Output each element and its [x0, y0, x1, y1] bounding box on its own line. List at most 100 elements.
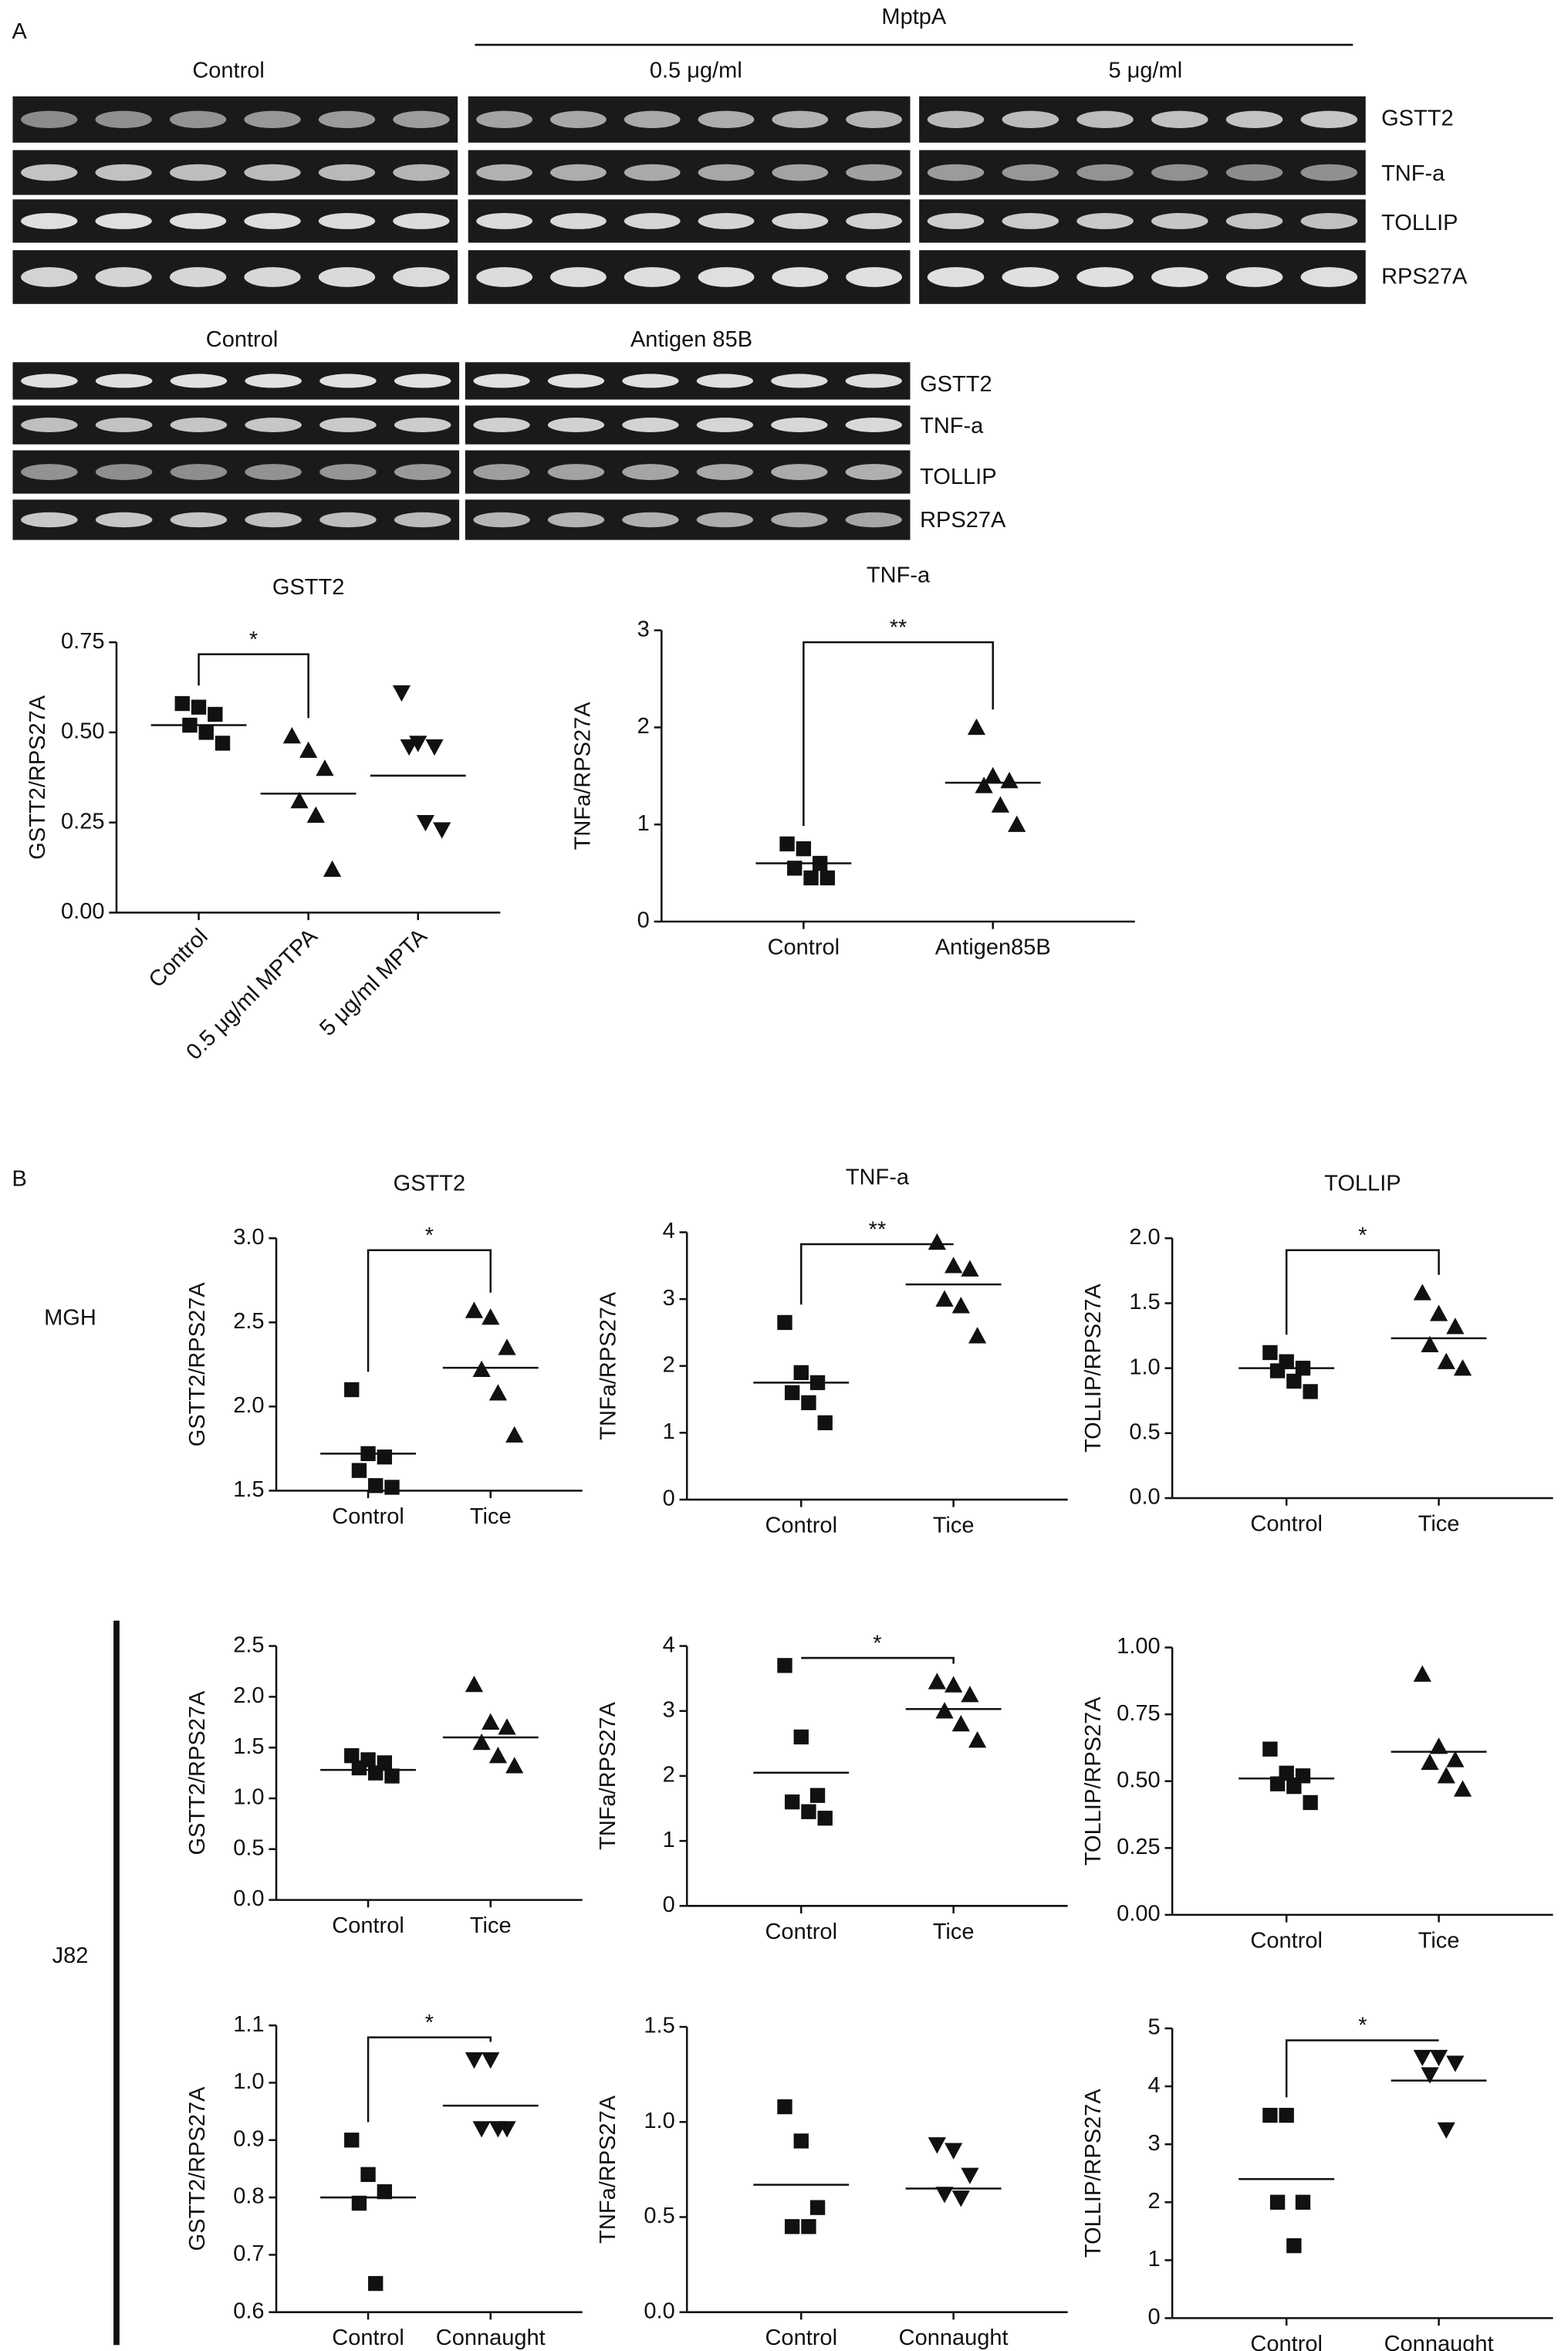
y-tick-label: 0: [1148, 2305, 1161, 2329]
y-tick-label: 2: [637, 714, 650, 739]
y-tick-label: 0.7: [233, 2241, 264, 2266]
x-tick-label: Tice: [1418, 1928, 1460, 1953]
gel-header: Antigen 85B: [630, 327, 752, 352]
data-point: [1421, 2067, 1439, 2084]
data-point: [935, 2187, 954, 2204]
gene-label: GSTT2: [1381, 106, 1454, 130]
gel-band: [318, 212, 376, 229]
gel-band: [95, 164, 152, 181]
y-tick-label: 0.50: [1117, 1767, 1160, 1792]
data-point: [368, 1478, 384, 1493]
gel-band: [170, 374, 228, 388]
significance-label: *: [249, 627, 258, 652]
gel-band: [698, 267, 755, 287]
y-axis-label: TOLLIP/RPS27A: [1081, 1696, 1106, 1866]
y-tick-label: 2: [663, 1352, 675, 1377]
gel-band: [170, 512, 228, 528]
data-point: [945, 1676, 963, 1693]
y-tick-label: 2: [1148, 2189, 1161, 2214]
data-point: [1429, 1737, 1448, 1754]
y-tick-label: 0.00: [1117, 1902, 1160, 1926]
data-point: [779, 836, 795, 852]
data-point: [968, 1327, 987, 1344]
x-tick-label: Control: [144, 924, 213, 993]
significance-label: *: [425, 1223, 434, 1248]
data-point: [1008, 815, 1026, 832]
x-tick-label: Control: [332, 1504, 404, 1529]
data-point: [351, 2195, 367, 2211]
y-axis-label: GSTT2/RPS27A: [25, 695, 50, 860]
significance-bracket: [801, 1656, 955, 1664]
gel-band: [1151, 212, 1208, 229]
gel-band: [846, 110, 902, 128]
y-tick-label: 3.0: [233, 1225, 264, 1250]
y-tick-label: 0.9: [233, 2126, 264, 2151]
gel-panel: [11, 448, 461, 496]
data-point: [961, 1686, 979, 1703]
data-point: [306, 806, 325, 823]
gel-band: [245, 418, 302, 432]
gel-band: [1300, 267, 1358, 287]
y-tick-label: 1: [663, 1419, 675, 1444]
y-tick-label: 1.5: [233, 1734, 264, 1759]
data-point: [1286, 2238, 1302, 2254]
gel-panel: [11, 360, 461, 401]
y-tick-label: 0.75: [61, 629, 104, 654]
gel-panel: [463, 498, 912, 542]
data-point: [1279, 2107, 1294, 2123]
data-point: [803, 870, 819, 886]
gel-band: [1076, 164, 1134, 181]
significance-bracket: [1285, 2039, 1439, 2098]
significance-bracket: [198, 653, 309, 719]
gel-band: [393, 110, 450, 128]
gel-band: [473, 418, 530, 432]
gel-band: [547, 512, 605, 528]
gel-band: [95, 212, 152, 229]
y-axis-label: TOLLIP/RPS27A: [1081, 1284, 1106, 1453]
y-tick-label: 1.0: [1129, 1355, 1160, 1379]
gel-band: [1151, 267, 1208, 287]
data-point: [1421, 1753, 1439, 1771]
gel-band: [1002, 267, 1059, 287]
y-tick-label: 4: [1148, 2073, 1161, 2098]
data-point: [777, 1658, 792, 1673]
gel-band: [696, 464, 754, 480]
data-point: [392, 685, 411, 702]
data-point: [384, 1768, 400, 1784]
data-point: [498, 1338, 516, 1355]
y-axis-label: GSTT2/RPS27A: [185, 2086, 210, 2251]
data-point: [191, 699, 207, 715]
gel-band: [473, 374, 530, 388]
data-point: [344, 2133, 360, 2148]
data-point: [344, 1382, 360, 1398]
gel-band: [622, 512, 679, 528]
y-tick-label: 0.5: [1129, 1419, 1160, 1444]
gene-label: TOLLIP: [920, 465, 996, 489]
data-point: [1269, 2194, 1286, 2210]
gel-band: [21, 267, 78, 287]
y-axis-label: GSTT2/RPS27A: [185, 1282, 210, 1447]
gel-band: [1225, 267, 1283, 287]
gel-band: [771, 512, 828, 528]
gel-band: [319, 418, 377, 432]
gel-band: [21, 110, 78, 128]
gel-band: [550, 267, 607, 287]
data-point: [1262, 1345, 1278, 1361]
x-tick-label: Tice: [933, 1513, 975, 1537]
data-point: [465, 1675, 484, 1693]
data-point: [505, 1757, 524, 1774]
gene-label: TOLLIP: [1381, 211, 1458, 235]
data-point: [801, 1804, 816, 1819]
gene-label: GSTT2: [920, 372, 992, 397]
gel-band: [476, 164, 533, 181]
data-point: [323, 860, 342, 878]
data-point: [290, 792, 309, 809]
gel-band: [476, 212, 533, 229]
gel-panel: [917, 198, 1367, 245]
gel-band: [244, 110, 301, 128]
gel-band: [319, 464, 377, 480]
gel-band: [169, 164, 227, 181]
data-point: [784, 1385, 800, 1401]
